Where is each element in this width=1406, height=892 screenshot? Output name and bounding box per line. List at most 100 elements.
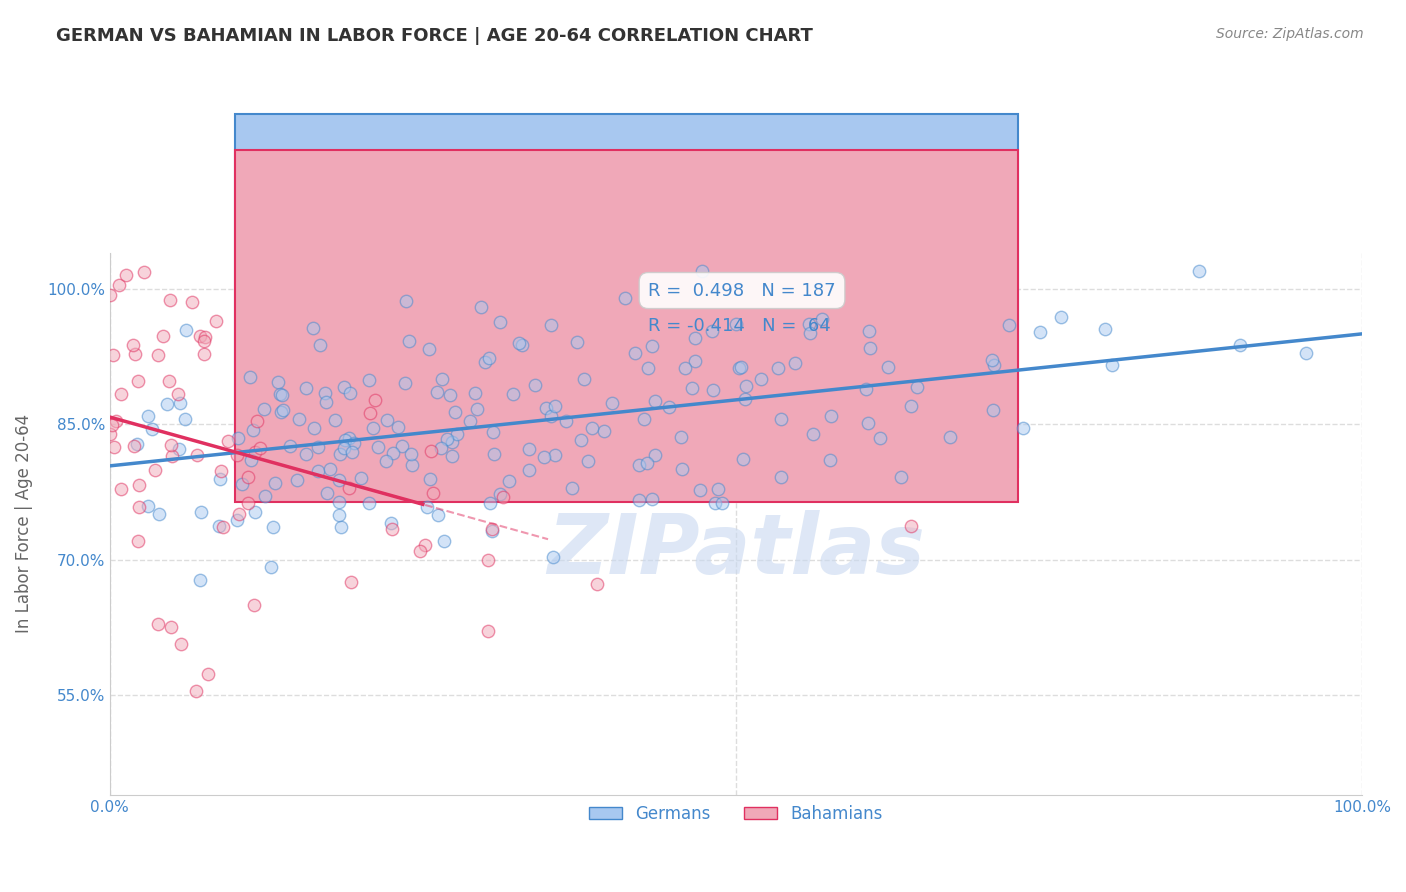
Point [600, 395, 623, 409]
Point [382, 446, 405, 460]
Point [725, 317, 748, 331]
Point [673, 361, 696, 376]
Point [146, 617, 169, 632]
Point [534, 401, 557, 416]
Point [395, 294, 418, 309]
Point [194, 330, 217, 344]
Point [436, 432, 458, 446]
Point [316, 485, 339, 500]
Point [328, 473, 350, 487]
Point [464, 386, 486, 401]
Point [302, 421, 325, 435]
Point [818, 453, 841, 467]
Point [420, 443, 443, 458]
Point [217, 434, 239, 449]
Point [627, 458, 650, 473]
Point [148, 508, 170, 522]
Y-axis label: In Labor Force | Age 20-64: In Labor Force | Age 20-64 [15, 414, 32, 633]
Point [122, 439, 145, 453]
Point [492, 490, 515, 504]
Point [702, 324, 724, 338]
Legend: Germans, Bahamians: Germans, Bahamians [582, 798, 890, 830]
Point [278, 439, 301, 453]
Point [249, 441, 271, 455]
Point [783, 355, 806, 369]
Point [508, 336, 530, 351]
Point [460, 413, 482, 427]
Point [409, 544, 432, 558]
Point [422, 486, 444, 500]
Point [658, 400, 681, 414]
Point [329, 520, 352, 534]
Point [110, 482, 132, 496]
Point [478, 496, 501, 510]
Point [1011, 420, 1033, 434]
Point [98, 288, 121, 302]
Point [555, 414, 578, 428]
Point [766, 361, 789, 376]
Point [482, 425, 505, 440]
Point [314, 385, 336, 400]
Point [211, 464, 233, 478]
Point [375, 413, 398, 427]
Point [245, 505, 267, 519]
Point [226, 448, 249, 462]
Point [565, 334, 588, 349]
Point [633, 412, 655, 426]
Point [328, 508, 350, 523]
Point [749, 372, 772, 386]
Point [427, 508, 450, 522]
Point [332, 380, 354, 394]
Point [160, 620, 183, 634]
FancyBboxPatch shape [235, 114, 1018, 467]
Point [269, 386, 291, 401]
Point [641, 492, 664, 507]
Point [510, 337, 533, 351]
Point [333, 442, 356, 456]
Point [160, 449, 183, 463]
Point [398, 334, 420, 348]
Point [488, 487, 510, 501]
Point [145, 463, 167, 477]
Point [576, 454, 599, 468]
Point [540, 409, 562, 423]
Point [593, 424, 616, 438]
Point [260, 560, 283, 574]
Point [350, 471, 373, 485]
Text: R = -0.414   N =  64: R = -0.414 N = 64 [648, 317, 831, 334]
Point [426, 385, 449, 400]
Point [855, 383, 877, 397]
Point [340, 444, 363, 458]
Point [637, 361, 659, 376]
Point [391, 439, 413, 453]
Point [211, 520, 233, 534]
Point [517, 463, 540, 477]
Point [315, 395, 337, 409]
Point [433, 533, 456, 548]
Point [401, 458, 423, 473]
Point [540, 318, 562, 333]
Point [264, 476, 287, 491]
Point [127, 374, 149, 388]
Point [477, 624, 499, 639]
Point [243, 599, 266, 613]
Point [101, 418, 124, 433]
Point [533, 450, 555, 465]
Point [107, 277, 129, 292]
Point [209, 472, 232, 486]
Point [136, 500, 159, 514]
Point [561, 481, 583, 495]
Point [637, 456, 659, 470]
Point [770, 470, 793, 484]
Point [357, 373, 380, 387]
Point [159, 438, 181, 452]
Point [627, 493, 650, 508]
Point [481, 524, 503, 539]
Point [470, 300, 492, 314]
Point [689, 483, 711, 498]
Point [152, 329, 174, 343]
Point [981, 403, 1004, 417]
Point [287, 473, 309, 487]
Point [432, 372, 454, 386]
Point [869, 431, 891, 445]
